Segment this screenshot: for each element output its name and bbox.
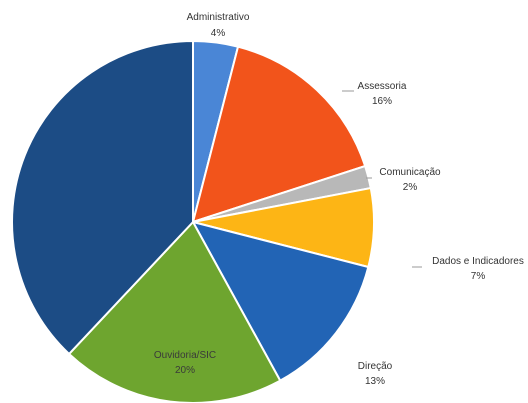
pie-slice-unlabeled	[11, 39, 194, 356]
slice-value-ouvidoria-sic: 20%	[175, 365, 195, 376]
slice-label-administrativo: Administrativo	[187, 12, 250, 23]
slice-labels: Administrativo 4% Assessoria 16% Comunicação…	[154, 12, 524, 387]
slice-label-comunicacao: Comunicação	[379, 167, 441, 178]
slice-value-assessoria: 16%	[372, 96, 392, 107]
pie-slice-assessoria	[191, 45, 367, 224]
slice-value-dados-e-indicadores: 7%	[471, 271, 486, 282]
slice-label-ouvidoria-sic: Ouvidoria/SIC	[154, 350, 216, 361]
slice-label-direcao: Direção	[358, 361, 393, 372]
slice-value-comunicacao: 2%	[403, 182, 418, 193]
slice-value-direcao: 13%	[365, 376, 385, 387]
slice-value-administrativo: 4%	[211, 28, 226, 39]
pie-slice-ouvidoria-sic	[67, 220, 282, 403]
pie-slice-direcao	[191, 220, 370, 382]
pie-slices	[11, 39, 375, 403]
slice-label-dados-e-indicadores: Dados e Indicadores	[432, 256, 524, 267]
leader-lines	[342, 90, 422, 268]
slice-label-assessoria: Assessoria	[358, 81, 407, 92]
